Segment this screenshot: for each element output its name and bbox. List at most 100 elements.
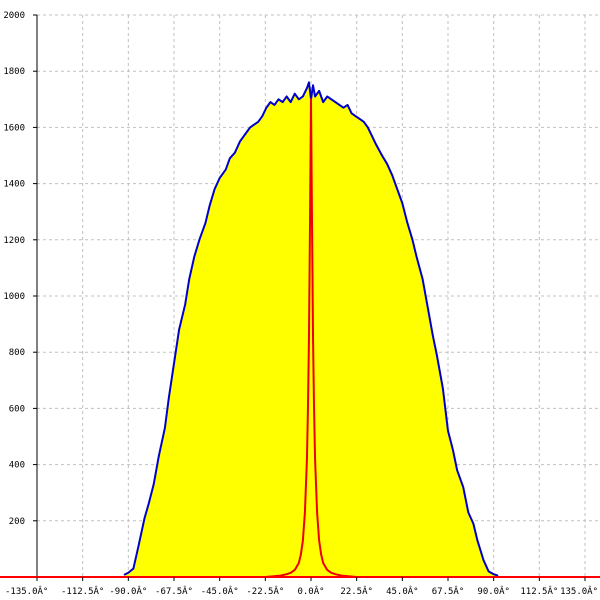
series-1-point <box>310 98 312 100</box>
series-0-point <box>173 362 175 365</box>
series-0-point <box>447 430 449 432</box>
series-1-point <box>312 337 314 339</box>
series-0-point <box>436 354 438 356</box>
series-0-point <box>127 572 129 574</box>
series-0-point <box>432 334 434 336</box>
series-1-point <box>306 458 308 460</box>
series-0-point <box>415 256 418 258</box>
series-0-point <box>462 486 464 488</box>
y-tick-label: 1600 <box>3 123 25 133</box>
series-0-point <box>371 135 373 137</box>
series-0-point <box>308 81 310 84</box>
x-tick-label: 135.0Â° <box>560 585 598 597</box>
series-1-point <box>320 553 322 556</box>
series-0-point <box>188 278 190 280</box>
series-0-point <box>298 98 300 100</box>
x-tick-label: -90.0Â° <box>109 585 147 597</box>
series-0-point <box>184 303 186 306</box>
series-0-point <box>225 168 227 171</box>
series-0-point <box>322 101 324 103</box>
series-0-point <box>153 483 155 485</box>
series-1-point <box>334 573 336 575</box>
y-tick-label: 200 <box>9 517 25 527</box>
series-1-point <box>318 539 320 542</box>
series-0-point <box>493 573 495 575</box>
series-0-point <box>249 126 251 128</box>
series-1-point <box>294 569 296 571</box>
series-0-point <box>253 123 255 126</box>
series-1-point <box>314 458 316 460</box>
series-0-point <box>487 570 490 572</box>
x-tick-label: 112.5Â° <box>520 585 558 597</box>
series-0-point <box>219 177 221 179</box>
series-0-point <box>367 126 369 128</box>
series-0-point <box>314 95 316 98</box>
series-0-point <box>132 567 135 570</box>
series-1-point <box>330 572 332 574</box>
y-tick-label: 1200 <box>3 236 25 246</box>
series-0-point <box>422 278 424 280</box>
series-0-point <box>168 396 170 398</box>
series-1-point <box>309 225 311 227</box>
series-1-point <box>304 511 306 513</box>
x-tick-label: 0.0Â° <box>297 585 324 597</box>
series-0-point <box>148 503 150 505</box>
series-1-point <box>311 222 313 224</box>
x-tick-label: -67.5Â° <box>155 585 193 597</box>
series-0-point <box>265 107 267 109</box>
y-tick-label: 600 <box>9 404 25 414</box>
series-0-point <box>442 388 444 390</box>
series-0-point <box>330 98 332 100</box>
series-0-point <box>375 143 377 145</box>
series-0-point <box>158 455 160 457</box>
y-tick-label: 2000 <box>3 11 25 21</box>
series-1-point <box>286 573 288 575</box>
series-1-point <box>326 569 328 571</box>
series-0-point <box>312 84 314 86</box>
series-0-point <box>391 174 393 176</box>
series-0-point <box>363 121 365 123</box>
series-0-point <box>273 104 276 106</box>
series-0-point <box>198 239 200 241</box>
series-0-point <box>350 112 353 114</box>
y-tick-label: 1800 <box>3 67 25 77</box>
series-0-point <box>286 95 288 98</box>
series-0-point <box>269 101 272 103</box>
series-0-point <box>245 132 247 134</box>
series-0-point <box>359 118 361 120</box>
series-0-point <box>355 115 357 117</box>
series-1-point <box>313 407 315 409</box>
y-tick-label: 800 <box>9 348 25 358</box>
series-0-point <box>143 517 146 519</box>
series-0-point <box>137 545 140 547</box>
x-tick-label: -112.5Â° <box>61 585 104 597</box>
x-tick-label: -22.5Â° <box>246 585 284 597</box>
x-tick-label: 90.0Â° <box>477 585 510 597</box>
series-0-point <box>472 523 474 525</box>
series-0-point <box>381 154 383 157</box>
series-layer <box>123 81 499 578</box>
series-0-point <box>193 256 195 258</box>
series-0-point <box>346 104 349 106</box>
series-1-point <box>340 574 343 577</box>
series-0-point <box>294 93 296 95</box>
y-tick-label: 400 <box>9 461 25 471</box>
series-0-point <box>318 90 320 92</box>
y-tick-label: 1000 <box>3 292 25 302</box>
series-0-point <box>204 222 207 224</box>
series-0-point <box>342 107 345 109</box>
series-0-point <box>123 574 125 576</box>
series-0-point <box>208 205 211 207</box>
series-1-point <box>279 574 282 577</box>
series-0-point <box>395 185 397 188</box>
series-0-point <box>239 140 241 143</box>
series-0-point <box>306 87 308 89</box>
x-tick-label: -45.0Â° <box>201 585 239 597</box>
series-1-point <box>302 539 304 542</box>
series-1-point <box>300 553 302 556</box>
series-0-point <box>497 574 499 577</box>
series-1-point <box>322 562 324 564</box>
series-0-point <box>476 539 479 542</box>
series-1-point <box>298 562 300 564</box>
series-1-point <box>316 511 318 513</box>
